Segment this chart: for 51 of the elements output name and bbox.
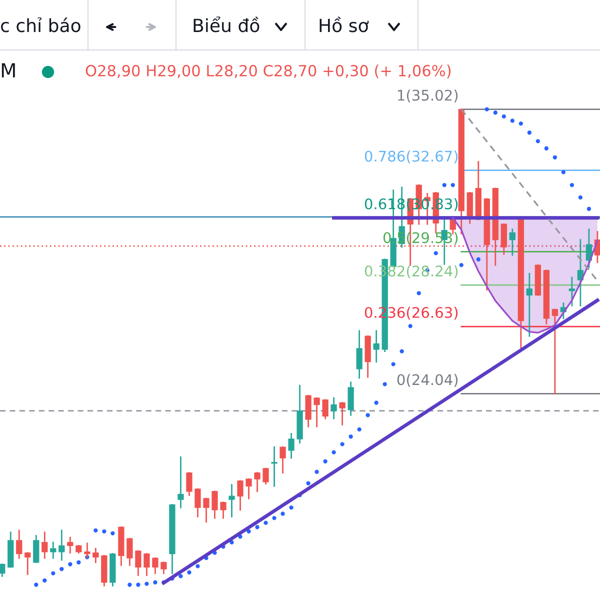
text: Hồ sơ — [320, 16, 369, 32]
candlestick — [178, 456, 184, 508]
candlestick — [144, 553, 150, 576]
candlestick — [50, 542, 56, 559]
text: 1(35.02) — [398, 89, 458, 102]
candlestick — [92, 548, 99, 564]
candlestick — [186, 472, 192, 496]
candlestick — [212, 490, 218, 519]
text: O28,90 H29,00 L28,20 C28,70 +0,30 (+ 1,06%) — [86, 64, 451, 78]
candlestick — [262, 468, 269, 484]
candlestick — [126, 538, 133, 566]
text: c chỉ báo — [0, 17, 80, 32]
candlestick — [16, 530, 22, 559]
text: M — [2, 63, 15, 78]
candlestick — [586, 228, 592, 268]
candlestick — [220, 502, 226, 519]
candlestick — [552, 308, 558, 394]
candlestick — [322, 399, 328, 420]
candlestick — [271, 446, 278, 487]
candlestick — [203, 498, 210, 523]
candlestick — [254, 472, 260, 492]
candlestick — [526, 272, 532, 337]
annotation: 0(24.04) — [397, 374, 458, 387]
text: Biểu đồ — [194, 16, 260, 32]
candlestick — [373, 330, 380, 362]
candlestick — [67, 536, 74, 554]
candlestick — [568, 276, 576, 306]
candlestick — [330, 397, 337, 420]
candlestick — [42, 532, 48, 559]
candlestick — [466, 192, 473, 224]
candlestick — [0, 564, 6, 577]
candlestick — [509, 228, 516, 256]
candlestick — [288, 433, 294, 459]
candlestick — [84, 542, 90, 558]
candlestick — [228, 484, 235, 518]
candlestick — [356, 330, 362, 379]
candlestick — [33, 534, 40, 564]
candlestick — [58, 530, 65, 561]
candlestick — [152, 557, 158, 574]
candlestick — [24, 552, 31, 575]
candlestick — [280, 446, 286, 474]
candlestick — [305, 394, 312, 428]
candlestick — [348, 382, 354, 416]
candlestick — [339, 402, 346, 426]
candlestick — [246, 478, 252, 500]
annotation: 0.786(32.67) — [364, 150, 458, 164]
candlestick — [314, 397, 320, 428]
candlestick — [194, 488, 201, 518]
candlestick — [135, 550, 142, 576]
candlestick — [160, 562, 167, 574]
candlestick — [237, 480, 244, 511]
